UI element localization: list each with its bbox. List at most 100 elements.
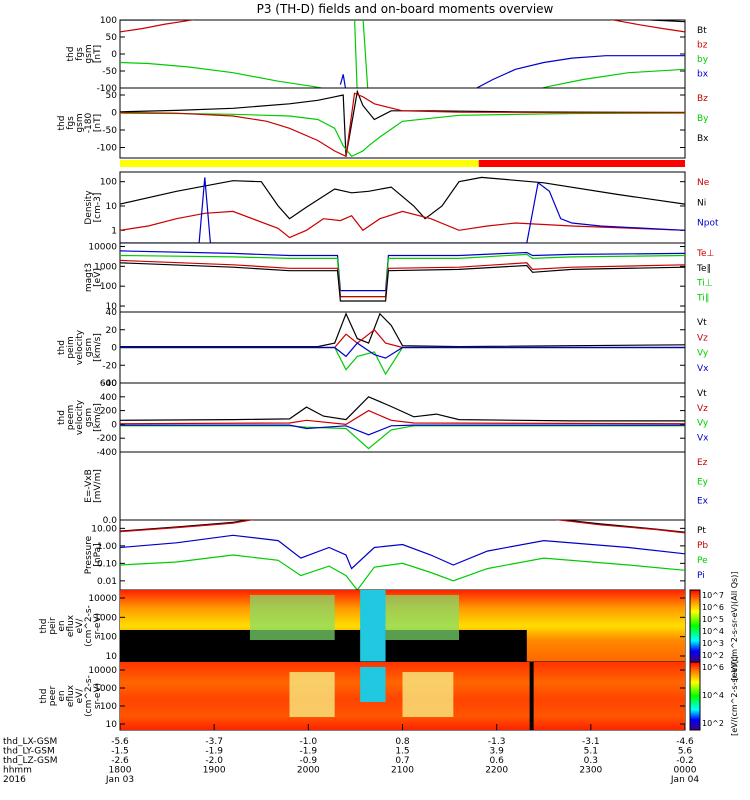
peir-colorbar-tick: 10^4 bbox=[702, 627, 724, 636]
pressure-ytick-label: 0.10 bbox=[97, 559, 117, 569]
peir-ylabel-line: thd bbox=[39, 619, 49, 634]
fgs_dsl-series-2 bbox=[120, 92, 685, 158]
fgs_dsl-series-0 bbox=[120, 89, 685, 157]
xaxis-value: -3.7 bbox=[205, 737, 223, 747]
magt3-series-1 bbox=[120, 253, 685, 298]
fgs_dsl-ylabel-line: gsm bbox=[75, 113, 85, 132]
xaxis-row-label: thd_LZ-GSM bbox=[3, 756, 58, 766]
xaxis-value: 2100 bbox=[391, 766, 414, 776]
peir-colorbar-tick: 10^2 bbox=[702, 651, 724, 660]
magt3-legend-2: Ti⊥ bbox=[696, 279, 713, 289]
peir-colorbar-label: [eV/(cm^2-s-sr-eV)(All Qs)] bbox=[730, 572, 739, 681]
peem-frame bbox=[119, 382, 686, 453]
peer-ylabel-line: eflux bbox=[66, 684, 76, 707]
pressure-legend-3: Pi bbox=[697, 571, 705, 581]
fgs_dsl-ylabel-line: [nT] bbox=[93, 114, 103, 132]
density-series-2 bbox=[120, 177, 685, 243]
peer-yellow-region-2 bbox=[402, 672, 454, 717]
fgs-ytick-label: 50 bbox=[106, 33, 118, 43]
density-ylabel-line: Density bbox=[84, 190, 94, 225]
panel-peem: 600 400 200 0 -200 -400 thd peem velocity gsm [km/… bbox=[57, 379, 709, 458]
peem-ytick-label: 600 bbox=[100, 379, 117, 389]
xaxis-value: -1.5 bbox=[111, 747, 129, 757]
xaxis-value: -0.2 bbox=[676, 756, 694, 766]
peer-ytick-label: 10000 bbox=[88, 666, 117, 676]
xaxis-value: -4.6 bbox=[676, 737, 694, 747]
fgs_dsl-legend-2: Bx bbox=[697, 134, 709, 144]
pressure-legend-0: Pt bbox=[697, 526, 706, 536]
peem-ylabel-line: velocity bbox=[75, 399, 85, 435]
panel-fgs: 100 50 0 -50 -100 thd fgs gsm [nT] Bt bz by bx bbox=[66, 16, 709, 94]
peir-ylabel-line: eflux bbox=[66, 614, 76, 637]
peer-ytick-label: 100 bbox=[100, 702, 117, 712]
peem-ytick-label: 400 bbox=[100, 393, 117, 403]
pressure-series-1 bbox=[120, 520, 685, 534]
peir-ytick-label: 1000 bbox=[94, 613, 117, 623]
panel-magt3: 10000 1000 100 10 magt3 [eV] Te⊥ Te∥ Ti⊥ Ti∥ bbox=[84, 242, 715, 313]
fgs-frame bbox=[119, 19, 686, 89]
xaxis-value: -0.9 bbox=[300, 756, 318, 766]
fgs-ylabel-line: thd bbox=[66, 47, 76, 62]
fgs-legend-3: bx bbox=[697, 70, 709, 80]
peer-ylabel-line: eV/ bbox=[75, 688, 85, 704]
xaxis-value: 0000 bbox=[674, 766, 697, 776]
fgs_dsl-legend-0: Bz bbox=[697, 94, 708, 104]
density-ytick-label: 100 bbox=[100, 178, 117, 188]
peir-ylabel-line: peir bbox=[48, 617, 58, 635]
peim-ylabel-line: [km/s] bbox=[93, 333, 103, 362]
density-series-1 bbox=[120, 210, 685, 239]
xaxis-value: 3.9 bbox=[490, 747, 505, 757]
xaxis-value: -2.6 bbox=[111, 756, 129, 766]
magt3-ylabel-line: magt3 bbox=[84, 263, 94, 292]
fgs_dsl-frame bbox=[119, 87, 686, 159]
density-legend-2: Npot bbox=[697, 219, 719, 229]
pressure-frame bbox=[119, 519, 686, 591]
efield-legend-0: Ez bbox=[697, 458, 708, 468]
fgs-legend-2: by bbox=[697, 55, 709, 65]
peer-ylabel-line: sr-eV) bbox=[93, 683, 103, 709]
peim-ylabel-line: velocity bbox=[75, 329, 85, 365]
xaxis-value: 5.6 bbox=[678, 747, 693, 757]
peer-cyan-region bbox=[360, 667, 386, 702]
fgs-ytick-label: -50 bbox=[102, 67, 117, 77]
magt3-ytick-label: 1000 bbox=[94, 262, 117, 272]
pressure-ytick-label: 1.00 bbox=[97, 542, 117, 552]
peim-ytick-label: 0 bbox=[111, 344, 117, 354]
pressure-series-3 bbox=[120, 554, 685, 590]
peem-series-0 bbox=[120, 396, 685, 422]
peer-colorbar-tick: 10^6 bbox=[702, 663, 724, 672]
peim-series-2 bbox=[120, 346, 685, 376]
fgs_dsl-legend-1: By bbox=[697, 114, 709, 124]
density-legend-0: Ne bbox=[697, 178, 710, 188]
efield-legend-2: Ex bbox=[697, 497, 709, 507]
efield-ylabel-line: [mV/m] bbox=[93, 469, 103, 503]
density-ylabel-line: [cm-3] bbox=[93, 193, 103, 223]
peem-legend-3: Vx bbox=[697, 433, 709, 443]
panel-peir: 10^7 10^6 10^5 10^4 10^3 10^2 [eV/(cm^2-s-sr-e… bbox=[39, 572, 739, 681]
peim-legend-2: Vy bbox=[697, 349, 709, 359]
efield-legend-1: Ey bbox=[697, 477, 709, 487]
xaxis-value: 1900 bbox=[203, 766, 226, 776]
peir-colorbar-tick: 10^5 bbox=[702, 615, 724, 624]
peir-ytick-label: 10 bbox=[106, 652, 118, 662]
peir-colorbar-tick: 10^7 bbox=[702, 591, 724, 600]
xaxis-row-label: 2016 bbox=[3, 775, 26, 785]
fgs-legend-0: Bt bbox=[697, 26, 707, 36]
xaxis-value: Jan 03 bbox=[105, 775, 134, 785]
peem-ylabel-line: thd bbox=[57, 410, 67, 425]
peim-ylabel-line: gsm bbox=[84, 338, 94, 357]
peim-series-1 bbox=[120, 328, 685, 349]
peem-ytick-label: 200 bbox=[100, 407, 117, 417]
xaxis-row-label: thd_LY-GSM bbox=[3, 747, 55, 757]
peir-colorbar bbox=[689, 589, 701, 663]
xaxis-value: 2200 bbox=[485, 766, 508, 776]
xaxis-value: -3.1 bbox=[582, 737, 600, 747]
xaxis-value: 5.1 bbox=[584, 747, 598, 757]
peim-ytick-label: 40 bbox=[106, 308, 118, 318]
magt3-ytick-label: 10 bbox=[106, 302, 118, 312]
pressure-legend-2: Pe bbox=[697, 556, 708, 566]
peir-cyan-region bbox=[360, 590, 386, 662]
peim-ytick-label: 20 bbox=[106, 326, 118, 336]
fgs-series-3 bbox=[339, 55, 685, 88]
